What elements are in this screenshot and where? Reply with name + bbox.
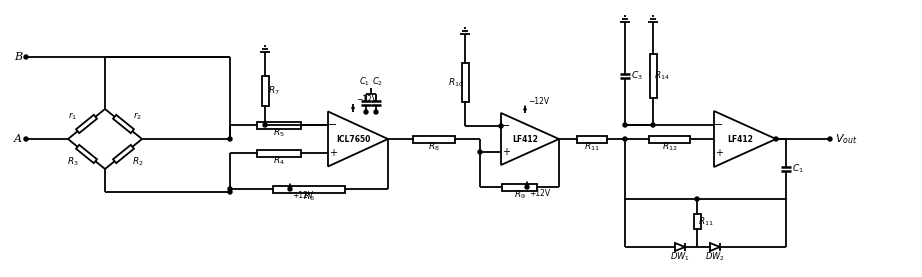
Bar [257,122,301,129]
Text: LF412: LF412 [727,135,752,143]
Circle shape [228,190,232,194]
Text: +: + [502,147,510,157]
Text: $DW_1$: $DW_1$ [670,251,690,263]
Bar [649,135,690,142]
Text: $C_3$: $C_3$ [632,70,643,82]
Circle shape [263,123,267,127]
Polygon shape [113,145,134,163]
Circle shape [828,137,832,141]
Polygon shape [328,112,388,166]
Text: $R_{12}$: $R_{12}$ [662,141,678,153]
Text: $r_1$: $r_1$ [68,110,77,122]
Bar [693,214,701,229]
Circle shape [499,124,503,128]
Circle shape [623,123,627,127]
Circle shape [288,187,292,191]
Text: $R_2$: $R_2$ [132,156,143,168]
Polygon shape [675,243,685,251]
Text: +: + [329,148,337,158]
Text: ICL7650: ICL7650 [336,135,371,143]
Text: $R_{11}$: $R_{11}$ [698,215,714,228]
Circle shape [651,123,655,127]
Circle shape [228,137,232,141]
Circle shape [478,150,482,154]
Polygon shape [76,115,97,133]
Circle shape [24,55,28,59]
Text: −: − [502,121,511,131]
Text: $r_2$: $r_2$ [133,110,142,122]
Circle shape [695,197,699,201]
Text: $C_1$: $C_1$ [359,75,370,88]
Text: +12V: +12V [292,191,313,200]
Text: $R_{14}$: $R_{14}$ [654,70,670,82]
Text: A: A [14,134,22,144]
Text: $R_9$: $R_9$ [514,189,526,201]
Polygon shape [76,145,97,163]
Bar [462,63,468,102]
Text: −: − [715,120,724,130]
Text: −12V: −12V [528,96,550,106]
Text: $R_6$: $R_6$ [303,191,315,203]
Text: $V_{out}$: $V_{out}$ [835,132,857,146]
Circle shape [228,187,232,191]
Text: $R_5$: $R_5$ [273,127,285,139]
Text: −: − [328,120,337,130]
Polygon shape [501,113,559,165]
Bar [257,150,301,157]
Text: +: + [715,148,723,158]
Text: $R_3$: $R_3$ [66,156,78,168]
Text: $R_7$: $R_7$ [268,85,280,97]
Bar [649,54,656,98]
Bar [502,183,538,191]
Polygon shape [710,243,720,251]
Text: $R_4$: $R_4$ [273,155,285,167]
Bar [413,135,455,142]
Circle shape [774,137,778,141]
Text: $R_{10}$: $R_{10}$ [448,76,464,89]
Polygon shape [113,115,134,133]
Text: −12V: −12V [356,95,377,104]
Text: $R_{11}$: $R_{11}$ [585,141,600,153]
Text: $R_8$: $R_8$ [428,141,440,153]
Bar [262,76,268,106]
Text: B: B [14,52,22,62]
Circle shape [525,185,529,189]
Text: $C_2$: $C_2$ [372,75,384,88]
Polygon shape [714,111,776,167]
Circle shape [364,110,368,114]
Circle shape [623,137,627,141]
Text: $C_1$: $C_1$ [792,163,804,175]
Bar [274,186,345,193]
Text: $DW_2$: $DW_2$ [705,251,725,263]
Text: LF412: LF412 [513,135,538,143]
Text: +12V: +12V [529,189,550,198]
Bar [577,135,607,142]
Circle shape [24,137,28,141]
Circle shape [374,110,378,114]
